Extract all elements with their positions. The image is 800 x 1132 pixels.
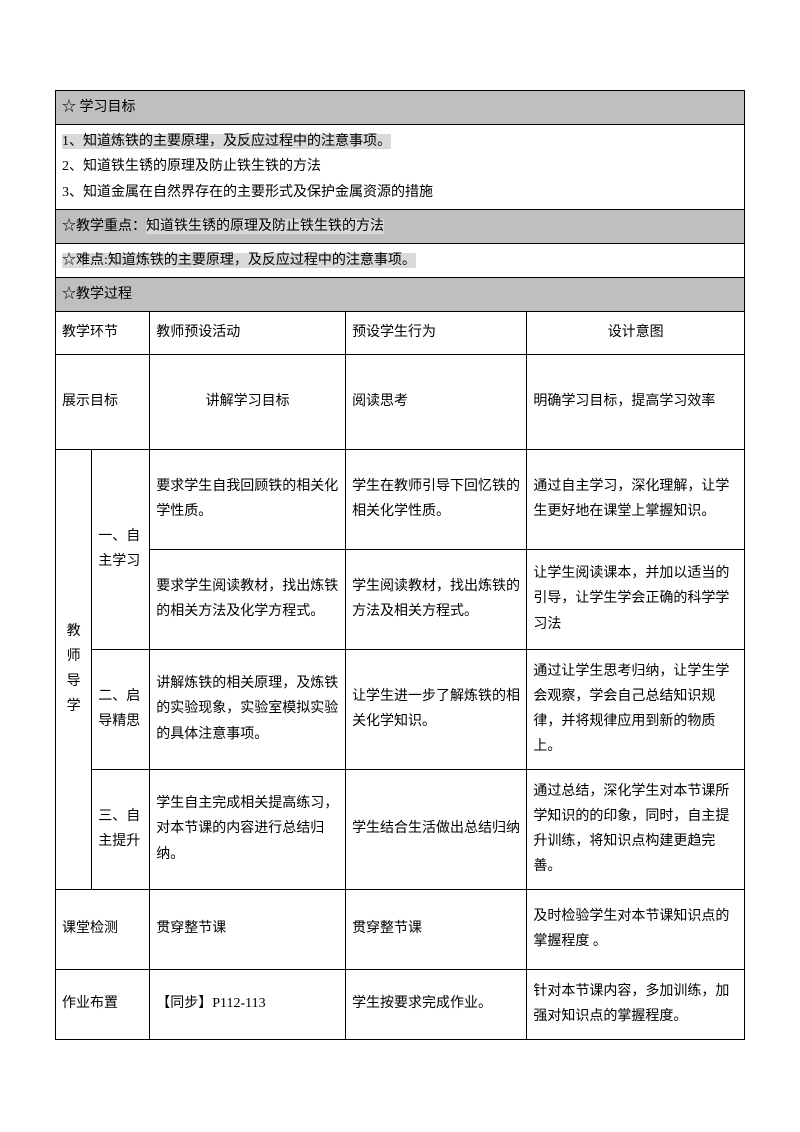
table-header-row: 教学环节 教师预设活动 预设学生行为 设计意图 — [56, 312, 745, 354]
homework-row: 作业布置 【同步】P112-113 学生按要求完成作业。 针对本节课内容，多加训… — [56, 969, 745, 1039]
objectives-content: 1、知道炼铁的主要原理，及反应过程中的注意事项。 2、知道铁生锈的原理及防止铁生… — [56, 125, 745, 210]
focus-row: ☆教学重点：知道铁生锈的原理及防止铁生铁的方法 — [56, 209, 745, 243]
header-phase: 教学环节 — [56, 312, 150, 354]
difficulty-label: ☆难点: — [62, 253, 108, 268]
show-goal-phase: 展示目标 — [56, 354, 150, 449]
objectives-header: ☆ 学习目标 — [56, 91, 745, 125]
section3-intent: 通过总结，深化学生对本节课所学知识的的印象，同时，自主提升训练，将知识点构建更趋… — [527, 769, 745, 889]
objective-2: 2、知道铁生锈的原理及防止铁生铁的方法 — [62, 154, 738, 179]
section1a-intent: 通过自主学习，深化理解，让学生更好地在课堂上掌握知识。 — [527, 449, 745, 549]
lesson-plan-table: ☆ 学习目标 1、知道炼铁的主要原理，及反应过程中的注意事项。 2、知道铁生锈的… — [55, 90, 745, 1040]
class-test-intent: 及时检验学生对本节课知识点的掌握程度 。 — [527, 889, 745, 969]
section3-row: 三、自主提升 学生自主完成相关提高练习，对本节课的内容进行总结归纳。 学生结合生… — [56, 769, 745, 889]
header-teacher: 教师预设活动 — [150, 312, 346, 354]
show-goal-intent: 明确学习目标，提高学习效率 — [527, 354, 745, 449]
section2-teacher: 讲解炼铁的相关原理，及炼铁的实验现象，实验室模拟实验的具体注意事项。 — [150, 649, 346, 769]
section1a-teacher: 要求学生自我回顾铁的相关化学性质。 — [150, 449, 346, 549]
section3-label: 三、自主提升 — [92, 769, 150, 889]
process-header: ☆教学过程 — [56, 278, 745, 312]
show-goal-teacher: 讲解学习目标 — [150, 354, 346, 449]
section2-row: 二、启导精思 讲解炼铁的相关原理，及炼铁的实验现象，实验室模拟实验的具体注意事项… — [56, 649, 745, 769]
focus-label: ☆教学重点： — [62, 219, 146, 234]
section2-intent: 通过让学生思考归纳，让学生学会观察，学会自己总结知识规律，并将规律应用到新的物质… — [527, 649, 745, 769]
class-test-student: 贯穿整节课 — [346, 889, 527, 969]
show-goal-row: 展示目标 讲解学习目标 阅读思考 明确学习目标，提高学习效率 — [56, 354, 745, 449]
section3-student: 学生结合生活做出总结归纳 — [346, 769, 527, 889]
class-test-teacher: 贯穿整节课 — [150, 889, 346, 969]
section1b-intent: 让学生阅读课本，并加以适当的引导，让学生学会正确的科学学习法 — [527, 549, 745, 649]
section1-label: 一、自主学习 — [92, 449, 150, 649]
section3-teacher: 学生自主完成相关提高练习，对本节课的内容进行总结归纳。 — [150, 769, 346, 889]
header-intent: 设计意图 — [527, 312, 745, 354]
homework-teacher: 【同步】P112-113 — [150, 969, 346, 1039]
class-test-phase: 课堂检测 — [56, 889, 150, 969]
teacher-guide-label: 教师导学 — [56, 449, 92, 889]
section2-student: 让学生进一步了解炼铁的相关化学知识。 — [346, 649, 527, 769]
header-student: 预设学生行为 — [346, 312, 527, 354]
objective-1: 1、知道炼铁的主要原理，及反应过程中的注意事项。 — [62, 129, 738, 154]
class-test-row: 课堂检测 贯穿整节课 贯穿整节课 及时检验学生对本节课知识点的掌握程度 。 — [56, 889, 745, 969]
objective-3: 3、知道金属在自然界存在的主要形式及保护金属资源的措施 — [62, 180, 738, 205]
section1b-teacher: 要求学生阅读教材，找出炼铁的相关方法及化学方程式。 — [150, 549, 346, 649]
show-goal-student: 阅读思考 — [346, 354, 527, 449]
section1a-student: 学生在教师引导下回忆铁的相关化学性质。 — [346, 449, 527, 549]
difficulty-row: ☆难点:知道炼铁的主要原理，及反应过程中的注意事项。 — [56, 243, 745, 277]
section1a-row: 教师导学 一、自主学习 要求学生自我回顾铁的相关化学性质。 学生在教师引导下回忆… — [56, 449, 745, 549]
homework-intent: 针对本节课内容，多加训练，加强对知识点的掌握程度。 — [527, 969, 745, 1039]
homework-phase: 作业布置 — [56, 969, 150, 1039]
homework-student: 学生按要求完成作业。 — [346, 969, 527, 1039]
focus-text: 知道铁生锈的原理及防止铁生铁的方法 — [146, 219, 384, 234]
difficulty-text: 知道炼铁的主要原理，及反应过程中的注意事项。 — [108, 253, 416, 268]
section1b-student: 学生阅读教材，找出炼铁的方法及相关方程式。 — [346, 549, 527, 649]
section1b-row: 要求学生阅读教材，找出炼铁的相关方法及化学方程式。 学生阅读教材，找出炼铁的方法… — [56, 549, 745, 649]
section2-label: 二、启导精思 — [92, 649, 150, 769]
